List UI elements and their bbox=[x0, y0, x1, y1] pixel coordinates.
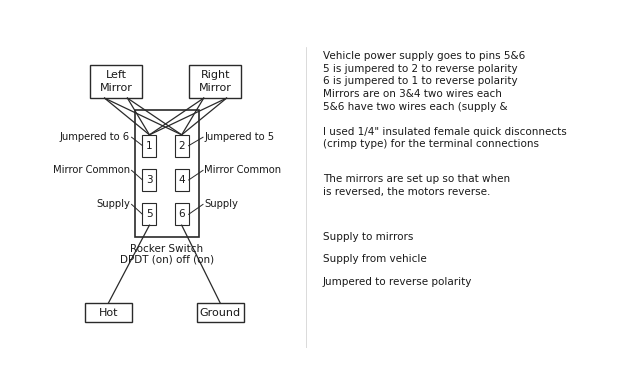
Text: 5 is jumpered to 2 to reverse polarity: 5 is jumpered to 2 to reverse polarity bbox=[323, 64, 518, 74]
Text: Vehicle power supply goes to pins 5&6: Vehicle power supply goes to pins 5&6 bbox=[323, 51, 525, 61]
Text: DPDT (on) off (on): DPDT (on) off (on) bbox=[120, 254, 214, 264]
Text: Right
Mirror: Right Mirror bbox=[199, 70, 232, 93]
Text: 3: 3 bbox=[146, 175, 153, 185]
Text: Supply to mirrors: Supply to mirrors bbox=[323, 231, 413, 242]
Text: The mirrors are set up so that when: The mirrors are set up so that when bbox=[323, 174, 510, 185]
Text: 6 is jumpered to 1 to reverse polarity: 6 is jumpered to 1 to reverse polarity bbox=[323, 76, 518, 86]
Bar bbox=[175, 203, 189, 225]
Text: Supply: Supply bbox=[205, 199, 238, 209]
Text: Ground: Ground bbox=[200, 308, 241, 317]
Text: 5: 5 bbox=[146, 209, 153, 219]
Text: (crimp type) for the terminal connections: (crimp type) for the terminal connection… bbox=[323, 140, 539, 149]
Text: Supply: Supply bbox=[96, 199, 130, 209]
Bar bbox=[90, 65, 142, 98]
Text: Supply from vehicle: Supply from vehicle bbox=[323, 254, 427, 264]
Text: Jumpered to 6: Jumpered to 6 bbox=[60, 132, 130, 142]
Text: 2: 2 bbox=[179, 141, 185, 151]
Text: I used 1/4" insulated female quick disconnects: I used 1/4" insulated female quick disco… bbox=[323, 127, 567, 137]
Text: Mirror Common: Mirror Common bbox=[53, 165, 130, 175]
Text: Jumpered to 5: Jumpered to 5 bbox=[205, 132, 275, 142]
Text: 1: 1 bbox=[146, 141, 153, 151]
Text: Left
Mirror: Left Mirror bbox=[100, 70, 132, 93]
Bar bbox=[175, 169, 189, 191]
Bar bbox=[134, 110, 199, 237]
Text: Hot: Hot bbox=[99, 308, 118, 317]
Text: 5&6 have two wires each (supply &: 5&6 have two wires each (supply & bbox=[323, 102, 508, 111]
Bar bbox=[143, 203, 156, 225]
Text: 6: 6 bbox=[179, 209, 185, 219]
Text: Rocker Switch: Rocker Switch bbox=[130, 244, 204, 254]
Bar bbox=[189, 65, 241, 98]
Bar bbox=[85, 303, 132, 323]
Text: Mirror Common: Mirror Common bbox=[205, 165, 282, 175]
Text: Mirrors are on 3&4 two wires each: Mirrors are on 3&4 two wires each bbox=[323, 89, 502, 99]
Bar bbox=[175, 135, 189, 156]
Bar bbox=[143, 169, 156, 191]
Text: is reversed, the motors reverse.: is reversed, the motors reverse. bbox=[323, 187, 490, 197]
Text: Jumpered to reverse polarity: Jumpered to reverse polarity bbox=[323, 277, 472, 287]
Bar bbox=[196, 303, 244, 323]
Bar bbox=[143, 135, 156, 156]
Text: 4: 4 bbox=[179, 175, 185, 185]
